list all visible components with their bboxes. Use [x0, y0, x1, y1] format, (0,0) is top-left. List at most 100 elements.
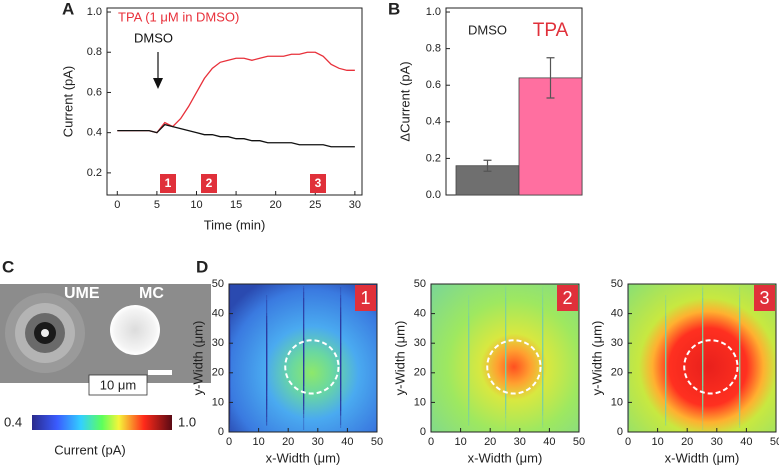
arrow-head [153, 78, 163, 89]
y-tick-label: 0.6 [426, 79, 441, 91]
heatmap-streak [739, 312, 741, 401]
heatmap-streak [266, 343, 268, 390]
event-marker [160, 174, 176, 193]
heatmap-streak [229, 284, 231, 374]
event-marker-label: 3 [315, 176, 322, 190]
heatmap-streak [468, 351, 470, 410]
heatmap-streak [542, 287, 544, 374]
x-tick-label: 30 [349, 199, 361, 211]
heatmap-streak [468, 399, 470, 426]
heatmap-streak [340, 388, 342, 411]
heatmap-streak [702, 352, 704, 406]
x-tick-label: 40 [740, 436, 752, 448]
y-axis-title: ΔCurrent (pA) [397, 61, 412, 141]
heatmap-streak [468, 313, 470, 386]
heatmap-streak [505, 324, 507, 410]
heatmap-streak [665, 313, 667, 386]
heatmap-streak [303, 292, 305, 398]
heatmap-streak [431, 352, 433, 428]
heatmap-streak [229, 388, 231, 414]
x-tick-label: 40 [543, 436, 555, 448]
event-marker [201, 174, 217, 193]
heatmap-streak [628, 352, 630, 428]
legend-entry: DMSO [134, 30, 173, 45]
heatmap-streak [468, 331, 470, 422]
heatmap-streak [665, 328, 667, 425]
x-tick-label: 5 [154, 199, 160, 211]
heatmap-streak [628, 340, 630, 404]
heatmap-streak [468, 344, 470, 409]
heatmap-streak [431, 328, 433, 424]
heatmap-streak [431, 318, 433, 420]
heatmap-streak [340, 295, 342, 390]
heatmap-streak [340, 287, 342, 374]
heatmap-streak [229, 304, 231, 356]
event-marker-label: 1 [165, 176, 172, 190]
heatmap-streak [628, 324, 630, 408]
y-tick-label: 0.4 [426, 116, 441, 128]
heatmap-streak [628, 308, 630, 416]
x-tick-label: 30 [312, 436, 324, 448]
x-tick-label: 10 [651, 436, 663, 448]
heatmap-streak [628, 284, 630, 374]
x-tick-label: 10 [454, 436, 466, 448]
heatmap-streak [665, 323, 667, 356]
heatmap-streak [542, 307, 544, 388]
heatmap-streak [542, 315, 544, 416]
heatmap-streak [739, 370, 741, 401]
heatmap-streak [542, 391, 544, 428]
y-tick-label: 0 [617, 426, 623, 438]
category-label: DMSO [468, 22, 507, 37]
heatmap-streak [739, 319, 741, 388]
heatmap-streak [505, 370, 507, 404]
heatmap-streak [266, 351, 268, 410]
map-number: 1 [360, 288, 370, 308]
heatmap-streak [665, 344, 667, 409]
region-outline [486, 339, 542, 395]
heatmap-streak [505, 338, 507, 430]
heatmap-streak [303, 326, 305, 386]
heatmap-streak [303, 388, 305, 410]
heatmap-streak [303, 342, 305, 378]
heatmap-streak [739, 348, 741, 411]
heatmap-streak [468, 396, 470, 417]
scale-label: 10 μm [100, 377, 136, 392]
heatmap-streak [739, 307, 741, 388]
heatmap-streak [229, 328, 231, 424]
heatmap-streak [266, 396, 268, 417]
colorbar [32, 415, 172, 430]
x-tick-label: 0 [625, 436, 631, 448]
heatmap-streak [431, 284, 433, 304]
heatmap-streak [229, 324, 231, 368]
heatmap-streak [340, 348, 342, 411]
heatmap-streak [665, 320, 667, 391]
x-tick-label: 30 [514, 436, 526, 448]
heatmap-streak [266, 295, 268, 334]
heatmap-streak [468, 323, 470, 376]
heatmap-streak [542, 388, 544, 411]
y-tick-label: 0.4 [87, 127, 102, 139]
heatmap-streak [303, 338, 305, 430]
y-tick-label: 0.2 [426, 152, 441, 164]
y-tick-label: 1.0 [87, 6, 102, 18]
heatmap-streak [542, 312, 544, 401]
heatmap-streak [266, 328, 268, 425]
heatmap-streak [303, 298, 305, 366]
x-tick-label: 0 [428, 436, 434, 448]
heatmap-streak [266, 323, 268, 356]
y-tick-label: 0.2 [87, 167, 102, 179]
x-tick-label: 20 [681, 436, 693, 448]
heatmap-streak [739, 388, 741, 411]
heatmap-streak [702, 338, 704, 386]
heatmap-streak [431, 284, 433, 316]
x-tick-label: 0 [226, 436, 232, 448]
heatmap-streak [702, 298, 704, 326]
heatmap-streak [431, 340, 433, 404]
heatmap-streak [431, 324, 433, 408]
panel-label: B [388, 0, 400, 18]
heatmap-streak [431, 388, 433, 414]
heatmap-streak [702, 288, 704, 362]
heatmap-streak [628, 284, 630, 316]
heatmap-streak [542, 343, 544, 386]
